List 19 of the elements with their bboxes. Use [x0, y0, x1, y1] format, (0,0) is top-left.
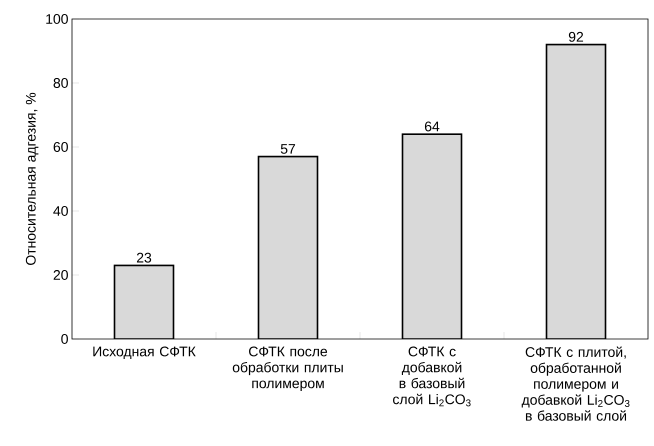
y-tick-label: 60: [54, 142, 68, 152]
x-tick-label: Исходная СФТК: [93, 346, 196, 360]
data-label: 64: [424, 122, 440, 132]
bar: [114, 264, 174, 339]
bar: [402, 133, 462, 339]
y-tick-label: 80: [54, 78, 68, 88]
y-tick-label: 40: [53, 206, 68, 216]
y-tick-label: 20: [54, 270, 68, 280]
y-axis-title: Относительная адгезия, %: [26, 92, 38, 265]
data-label: 92: [568, 32, 584, 42]
y-tick-label: 0: [61, 334, 68, 344]
x-tick-label: СФТК с добавкой в базовый слой Li$_{2}$CO$_{3}$: [393, 346, 471, 406]
x-tick-label: СФТК после обработки плиты полимером: [232, 346, 343, 392]
data-label: 57: [280, 144, 296, 154]
bar: [258, 156, 318, 339]
bar: [546, 44, 606, 339]
data-label: 23: [136, 252, 152, 263]
x-tick-label: СФТК с плитой, обработанной полимером и добавкой Li$_{2}$CO$_{3}$ в базовый слой: [522, 346, 630, 421]
y-tick-label: 100: [46, 14, 68, 24]
